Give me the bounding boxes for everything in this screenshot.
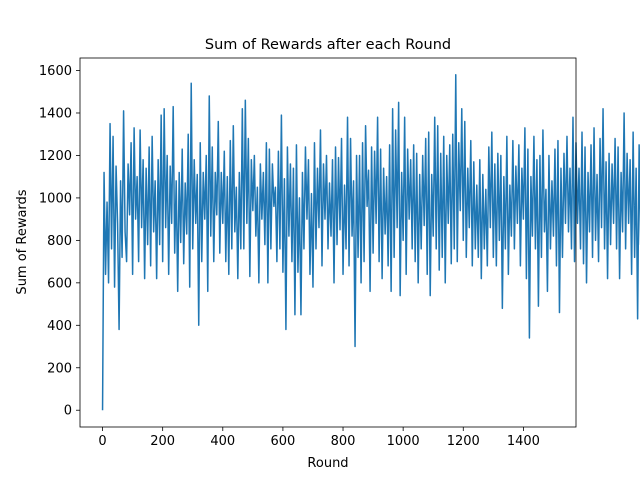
- x-tick-label: 600: [270, 434, 295, 449]
- y-tick-label: 400: [47, 319, 72, 334]
- y-tick-label: 600: [47, 276, 72, 291]
- y-tick-label: 1000: [39, 191, 72, 206]
- x-axis: 0 200 400 600 800 1000 1200 1400: [98, 427, 540, 449]
- y-tick-label: 200: [47, 361, 72, 376]
- y-axis: 0 200 400 600 800 1000 1200 1400 1600: [39, 64, 80, 419]
- x-tick-label: 400: [210, 434, 235, 449]
- y-tick-label: 1200: [39, 149, 72, 164]
- x-tick-label: 1200: [447, 434, 480, 449]
- x-tick-label: 200: [150, 434, 175, 449]
- series-line: [101, 74, 640, 411]
- y-tick-label: 800: [47, 234, 72, 249]
- plot-area: [101, 74, 640, 411]
- x-tick-label: 800: [331, 434, 356, 449]
- y-axis-label: Sum of Rewards: [15, 189, 30, 294]
- x-tick-label: 1400: [507, 434, 540, 449]
- chart-title: Sum of Rewards after each Round: [205, 37, 451, 53]
- y-tick-label: 1400: [39, 106, 72, 121]
- axes-frame: [79, 57, 577, 428]
- x-axis-label: Round: [307, 456, 348, 471]
- x-tick-label: 0: [98, 434, 106, 449]
- x-tick-label: 1000: [387, 434, 420, 449]
- y-tick-label: 0: [64, 404, 72, 419]
- y-tick-label: 1600: [39, 64, 72, 79]
